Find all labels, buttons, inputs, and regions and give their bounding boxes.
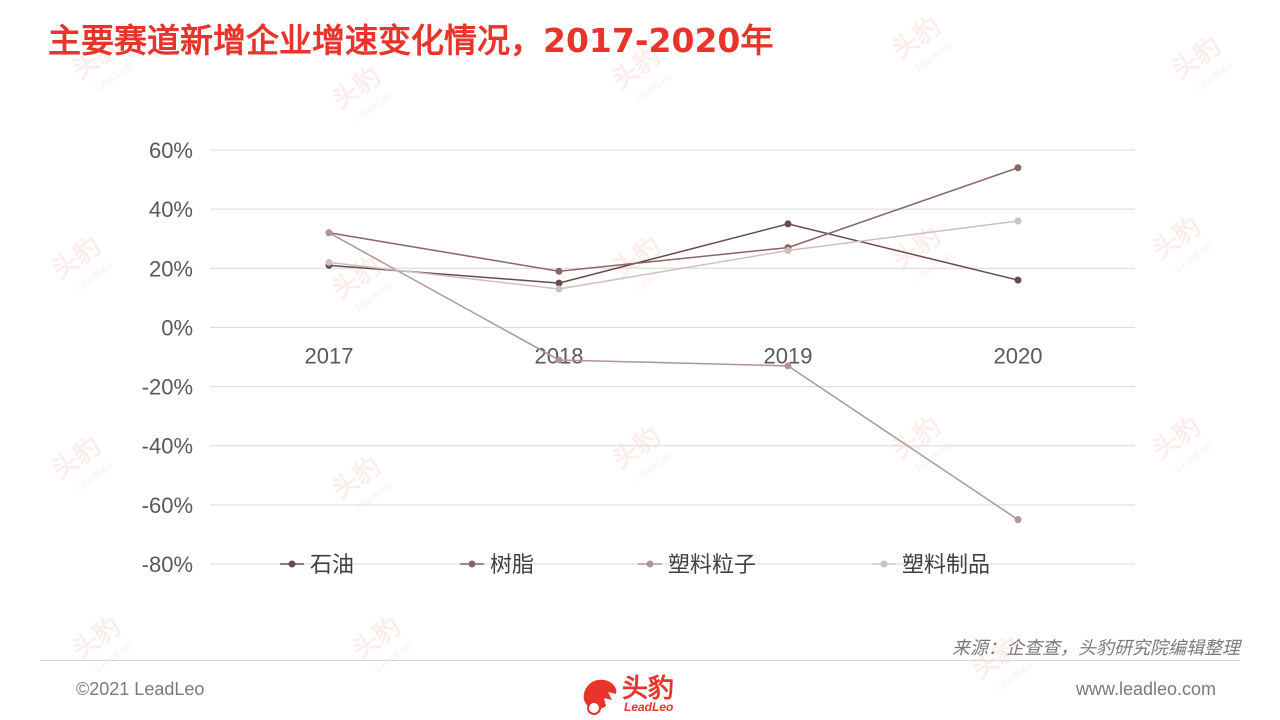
series-3 bbox=[325, 217, 1022, 293]
y-tick-label: -40% bbox=[142, 434, 193, 459]
y-tick-label: 60% bbox=[149, 138, 193, 163]
data-point bbox=[1014, 516, 1022, 524]
x-tick-label: 2020 bbox=[994, 343, 1043, 368]
legend-label: 塑料粒子 bbox=[668, 553, 756, 578]
data-point bbox=[325, 258, 333, 266]
data-point bbox=[784, 220, 792, 228]
legend-swatch-marker bbox=[288, 560, 296, 568]
copyright-text: ©2021 LeadLeo bbox=[76, 679, 205, 699]
data-point bbox=[555, 267, 563, 275]
data-point bbox=[555, 285, 563, 293]
y-tick-label: -80% bbox=[142, 552, 193, 577]
leopard-head-icon bbox=[583, 679, 617, 715]
website-link[interactable]: www.leadleo.com bbox=[1075, 679, 1216, 699]
page-title: 主要赛道新增企业增速变化情况，2017-2020年 bbox=[48, 21, 774, 60]
legend-swatch-marker bbox=[880, 560, 888, 568]
y-tick-label: -20% bbox=[142, 375, 193, 400]
legend-item: 塑料制品 bbox=[872, 553, 990, 578]
y-tick-label: -60% bbox=[142, 493, 193, 518]
data-point bbox=[555, 356, 563, 364]
legend-label: 树脂 bbox=[490, 553, 534, 578]
leadleo-logo: 头豹 LeadLeo bbox=[578, 668, 708, 720]
series-lines bbox=[325, 164, 1022, 524]
logo-text-en: LeadLeo bbox=[624, 700, 674, 714]
footer-divider bbox=[40, 660, 1240, 661]
data-point bbox=[325, 229, 333, 237]
series-line bbox=[328, 220, 1019, 290]
logo-text-cn: 头豹 bbox=[622, 674, 675, 704]
x-tick-label: 2017 bbox=[305, 343, 354, 368]
series-line bbox=[328, 232, 1019, 521]
data-point bbox=[784, 362, 792, 370]
x-tick-label: 2018 bbox=[535, 343, 584, 368]
legend-label: 石油 bbox=[310, 553, 354, 578]
gridlines bbox=[210, 149, 1135, 565]
data-point bbox=[1014, 276, 1022, 284]
data-point bbox=[784, 247, 792, 255]
data-point bbox=[1014, 217, 1022, 225]
legend: 石油 树脂 塑料粒子 塑料制品 bbox=[280, 553, 990, 578]
series-line bbox=[328, 223, 1019, 284]
data-point bbox=[555, 279, 563, 287]
y-tick-label: 0% bbox=[161, 315, 193, 340]
series-2 bbox=[325, 229, 1022, 524]
y-tick-label: 20% bbox=[149, 256, 193, 281]
legend-swatch-marker bbox=[468, 560, 476, 568]
y-axis-ticks: 60% 40% 20% 0% -20% -40% -60% -80% bbox=[142, 138, 193, 577]
legend-item: 石油 bbox=[280, 553, 354, 578]
legend-swatch-marker bbox=[646, 560, 654, 568]
y-tick-label: 40% bbox=[149, 197, 193, 222]
data-point bbox=[1014, 164, 1022, 172]
series-line bbox=[328, 167, 1019, 272]
x-axis-ticks: 2017 2018 2019 2020 bbox=[305, 343, 1043, 368]
legend-label: 塑料制品 bbox=[902, 553, 990, 578]
legend-item: 树脂 bbox=[460, 553, 534, 578]
legend-item: 塑料粒子 bbox=[638, 553, 756, 578]
source-note: 来源：企查查，头豹研究院编辑整理 bbox=[952, 638, 1240, 659]
